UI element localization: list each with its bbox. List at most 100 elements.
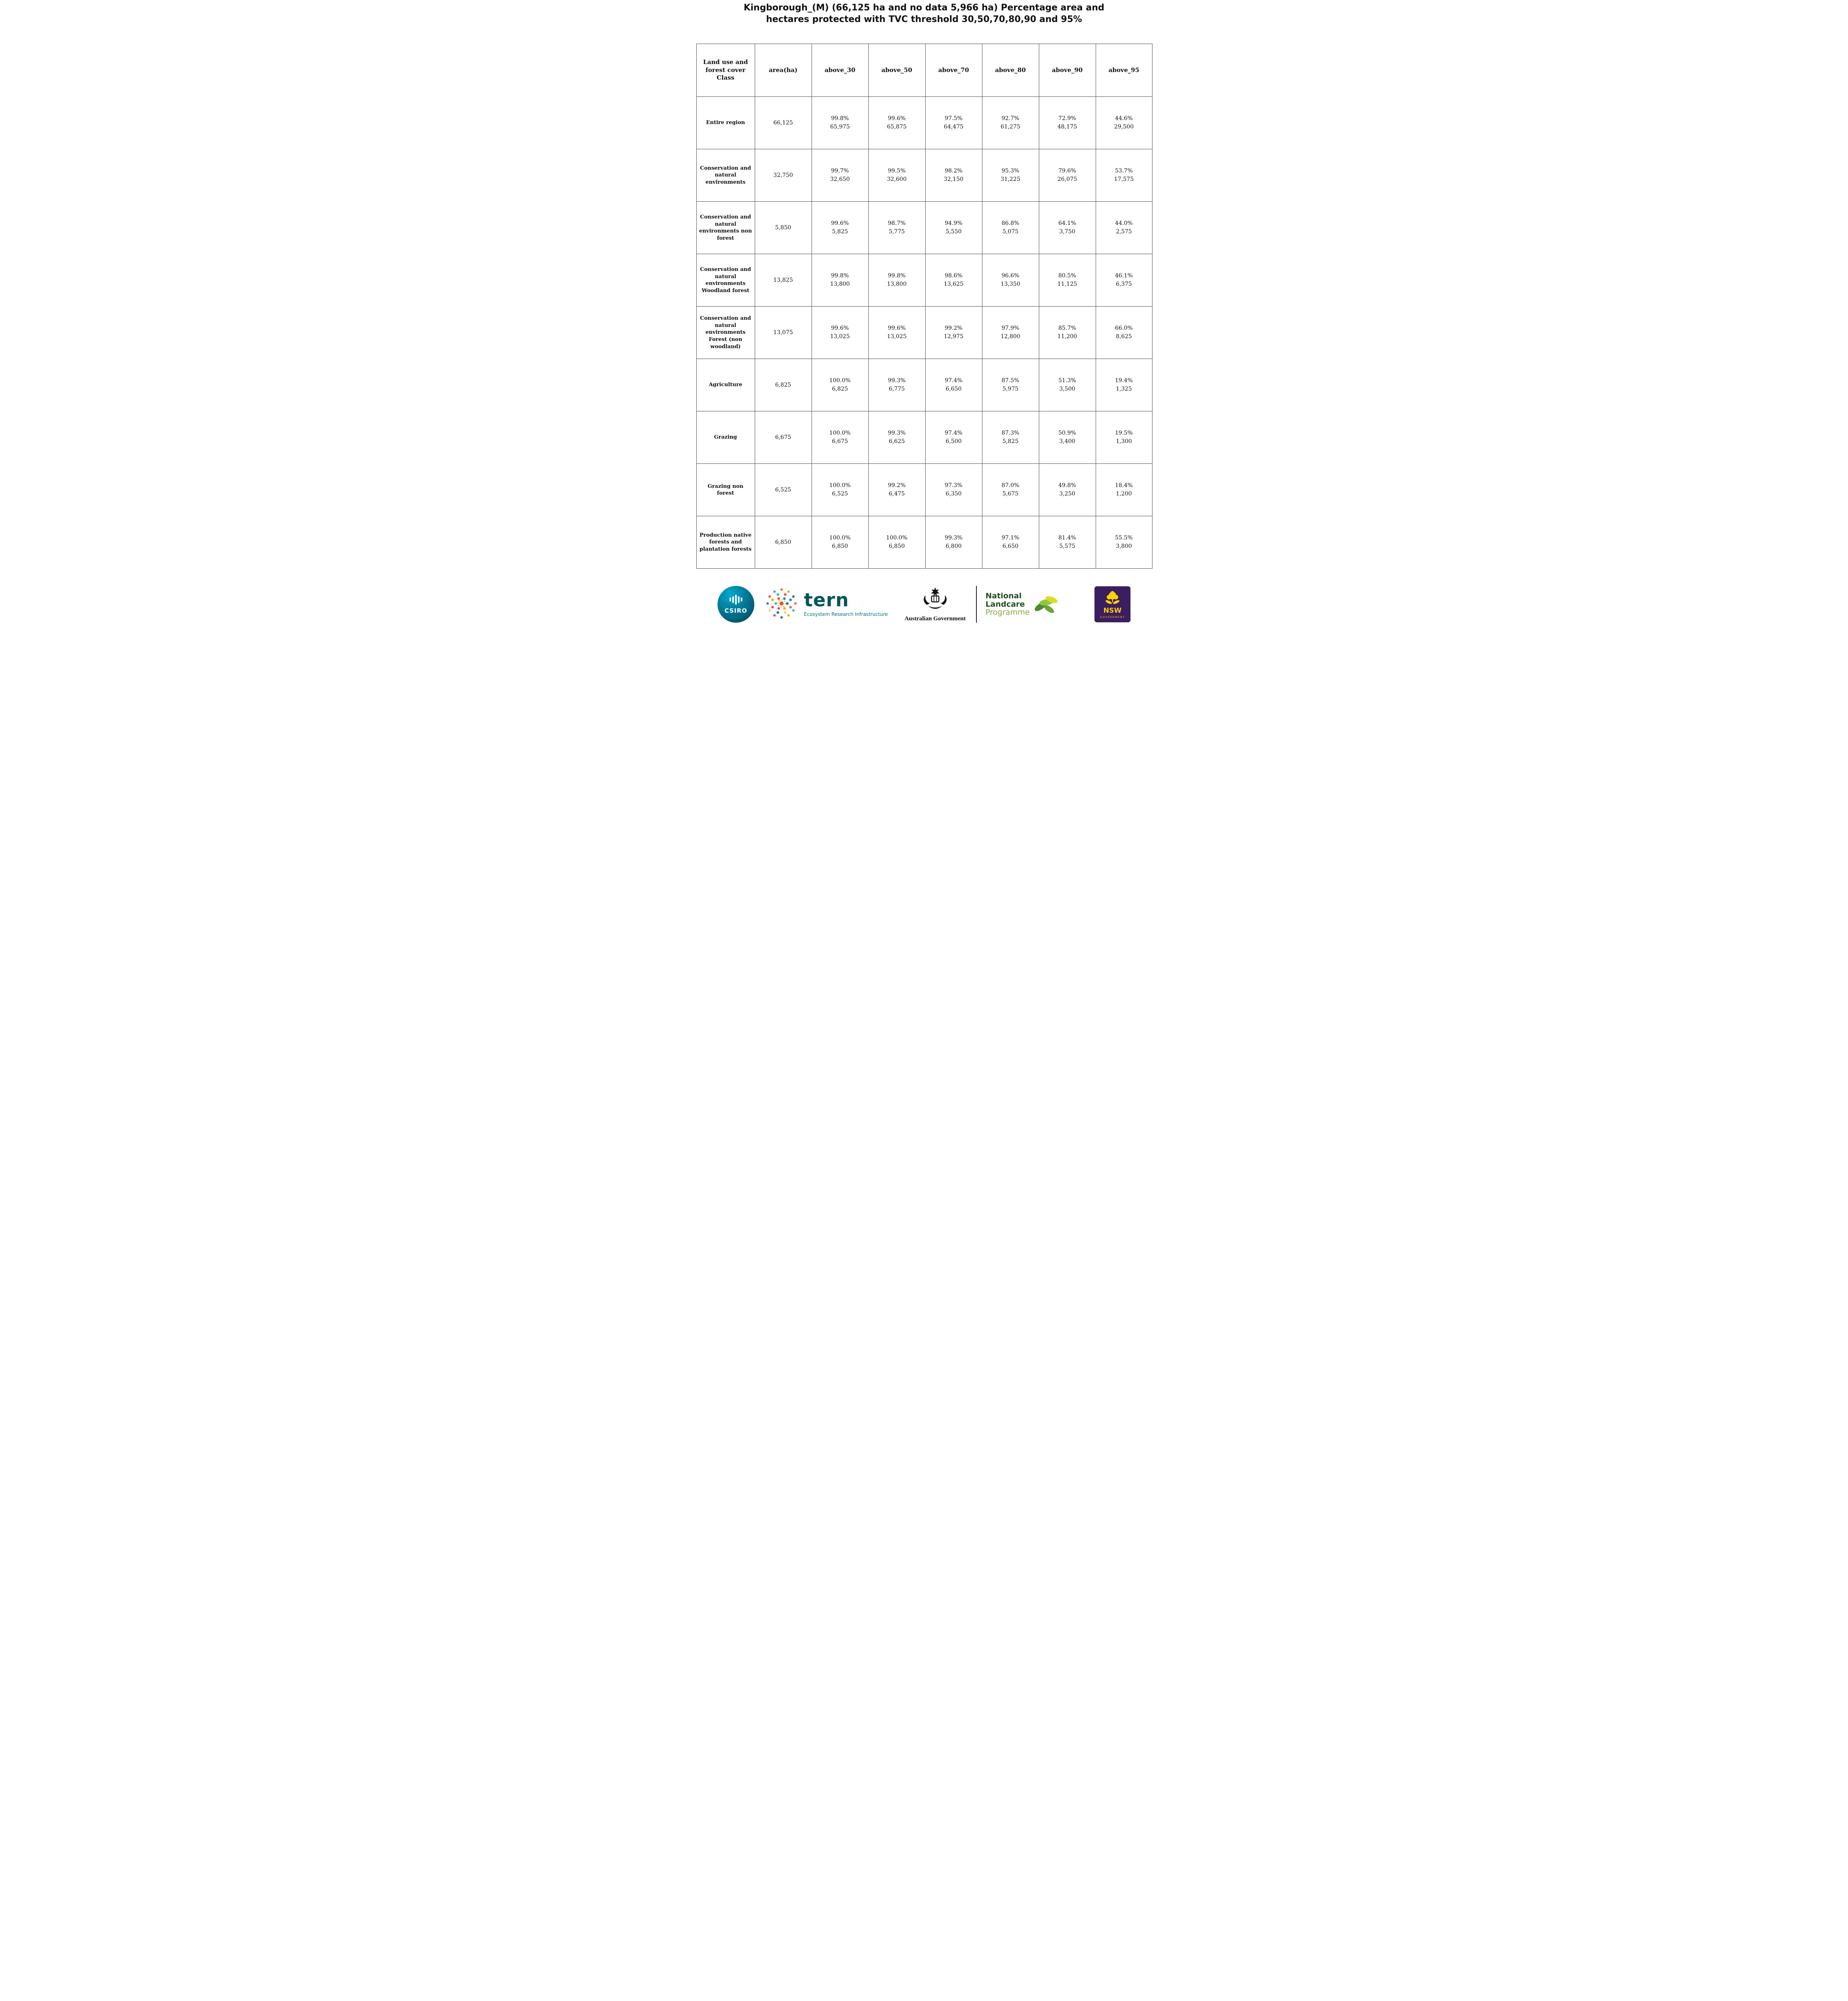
- pct-value: 96.6%: [1001, 272, 1020, 279]
- pct-value: 94.9%: [944, 220, 963, 227]
- ha-value: 6,500: [945, 438, 962, 445]
- pct-value: 99.2%: [888, 482, 906, 489]
- threshold-cell: 99.2% 6,475: [868, 463, 926, 517]
- ha-value: 26,075: [1057, 176, 1077, 183]
- ha-value: 6,625: [888, 438, 905, 445]
- col-header-above-70: above_70: [925, 44, 982, 97]
- area-value: 6,825: [754, 359, 812, 412]
- threshold-cell: 66.0% 8,625: [1095, 306, 1152, 359]
- col-header-above-80: above_80: [982, 44, 1039, 97]
- row-label: Agriculture: [696, 359, 755, 412]
- col-header-class: Land use and forest cover Class: [696, 44, 755, 97]
- ha-value: 5,975: [1002, 386, 1019, 393]
- area-value: 66,125: [754, 96, 812, 150]
- pct-value: 81.4%: [1058, 534, 1076, 541]
- table-row: Grazing 6,675 100.0% 6,675 99.3% 6,625 97.…: [696, 411, 1152, 464]
- area-value: 32,750: [754, 149, 812, 202]
- threshold-cell: 100.0% 6,825: [811, 359, 869, 412]
- ha-value: 6,825: [832, 386, 848, 393]
- col-header-above-95: above_95: [1095, 44, 1152, 97]
- row-label: Grazing non forest: [696, 463, 755, 517]
- pct-value: 55.5%: [1115, 534, 1133, 541]
- pct-value: 100.0%: [829, 482, 851, 489]
- ha-value: 13,025: [887, 333, 907, 340]
- pct-value: 99.3%: [944, 534, 963, 541]
- ha-value: 65,875: [887, 124, 907, 130]
- pct-value: 87.5%: [1001, 377, 1020, 384]
- area-value: 13,075: [754, 306, 812, 359]
- pct-value: 19.4%: [1115, 377, 1133, 384]
- ha-value: 5,775: [888, 229, 905, 235]
- pct-value: 97.4%: [944, 377, 963, 384]
- threshold-cell: 97.9% 12,800: [982, 306, 1039, 359]
- table-row: Conservation and natural environments 32…: [696, 149, 1152, 202]
- report-page: Kingborough_(M) (66,125 ha and no data 5…: [693, 0, 1155, 632]
- ha-value: 6,650: [945, 386, 962, 393]
- col-header-area: area(ha): [754, 44, 812, 97]
- tern-dot-art-icon: [763, 585, 800, 624]
- threshold-cell: 99.7% 32,650: [811, 149, 869, 202]
- pct-value: 66.0%: [1115, 325, 1133, 331]
- ha-value: 1,300: [1116, 438, 1132, 445]
- pct-value: 99.6%: [831, 220, 849, 227]
- row-label: Conservation and natural environments Wo…: [696, 254, 755, 307]
- csiro-label: CSIRO: [724, 607, 748, 614]
- threshold-cell: 99.8% 13,800: [811, 254, 869, 307]
- ha-value: 5,825: [832, 229, 848, 235]
- landcare-leaves-icon: [1032, 589, 1060, 619]
- ha-value: 5,675: [1002, 491, 1019, 497]
- pct-value: 99.3%: [888, 429, 906, 436]
- ha-value: 11,125: [1057, 281, 1077, 288]
- ha-value: 5,575: [1059, 543, 1076, 550]
- threshold-cell: 96.6% 13,350: [982, 254, 1039, 307]
- threshold-cell: 99.3% 6,800: [925, 516, 982, 569]
- col-header-above-50: above_50: [868, 44, 926, 97]
- threshold-cell: 98.2% 32,150: [925, 149, 982, 202]
- ha-value: 32,150: [944, 176, 964, 183]
- threshold-cell: 79.6% 26,075: [1038, 149, 1096, 202]
- threshold-cell: 72.9% 48,175: [1038, 96, 1096, 150]
- ha-value: 1,200: [1116, 491, 1132, 497]
- threshold-cell: 99.8% 65,975: [811, 96, 869, 150]
- ha-value: 3,400: [1059, 438, 1076, 445]
- threshold-cell: 99.6% 5,825: [811, 201, 869, 255]
- ha-value: 31,225: [1000, 176, 1020, 183]
- threshold-cell: 85.7% 11,200: [1038, 306, 1096, 359]
- nsw-government-logo: NSW GOVERNMENT: [1094, 586, 1131, 622]
- threshold-cell: 99.6% 65,875: [868, 96, 926, 150]
- pct-value: 95.3%: [1001, 167, 1020, 174]
- ha-value: 65,975: [830, 124, 850, 130]
- pct-value: 99.3%: [888, 377, 906, 384]
- table-row: Grazing non forest 6,525 100.0% 6,525 99.…: [696, 463, 1152, 517]
- ha-value: 64,475: [944, 124, 964, 130]
- landcare-line1: National: [985, 591, 1022, 600]
- pct-value: 18.4%: [1115, 482, 1133, 489]
- ha-value: 3,800: [1116, 543, 1132, 550]
- ha-value: 13,800: [830, 281, 850, 288]
- ha-value: 61,275: [1000, 124, 1020, 130]
- footer-divider: [976, 586, 977, 623]
- ha-value: 6,475: [888, 491, 905, 497]
- threshold-cell: 99.5% 32,600: [868, 149, 926, 202]
- threshold-cell: 64.1% 3,750: [1038, 201, 1096, 255]
- threshold-cell: 97.1% 6,650: [982, 516, 1039, 569]
- threshold-cell: 97.3% 6,350: [925, 463, 982, 517]
- pct-value: 99.2%: [944, 325, 963, 331]
- ha-value: 6,800: [945, 543, 962, 550]
- australian-government-label: Australian Government: [904, 615, 966, 622]
- area-value: 6,675: [754, 411, 812, 464]
- landcare-line2: Landcare: [985, 599, 1025, 609]
- pct-value: 99.6%: [831, 325, 849, 331]
- pct-value: 86.8%: [1001, 220, 1020, 227]
- threshold-cell: 92.7% 61,275: [982, 96, 1039, 150]
- pct-value: 98.6%: [944, 272, 963, 279]
- pct-value: 98.2%: [944, 167, 963, 174]
- threshold-cell: 80.5% 11,125: [1038, 254, 1096, 307]
- row-label: Production native forests and plantation…: [696, 516, 755, 569]
- pct-value: 50.9%: [1058, 429, 1076, 436]
- ha-value: 12,975: [944, 333, 964, 340]
- col-header-above-90: above_90: [1038, 44, 1096, 97]
- pct-value: 97.4%: [944, 429, 963, 436]
- table-row: Conservation and natural environments Wo…: [696, 254, 1152, 307]
- nsw-waratah-icon: [1104, 590, 1121, 607]
